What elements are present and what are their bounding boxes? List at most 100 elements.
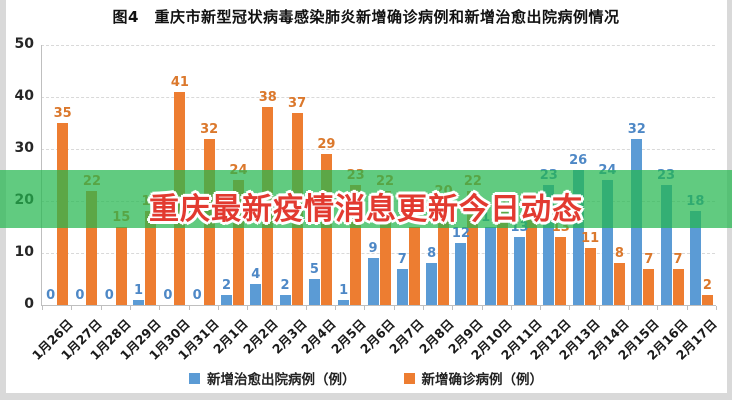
x-axis-line (41, 305, 716, 306)
bar-value-label: 2 (280, 278, 290, 293)
bar-confirmed (350, 185, 362, 305)
gridline (41, 253, 715, 254)
bar-confirmed (86, 191, 98, 305)
bar-value-label: 9 (368, 241, 378, 256)
bar-confirmed (438, 201, 450, 305)
x-axis-tick (481, 306, 483, 310)
legend-item-cured: 新增治愈出院病例（例） (189, 368, 356, 388)
bar-value-label: 4 (251, 267, 261, 282)
x-axis-tick (42, 306, 43, 310)
bar-value-label: 7 (644, 252, 654, 267)
bar-value-label: 37 (288, 96, 307, 111)
bar-value-label: 8 (614, 246, 624, 261)
gridline (41, 149, 715, 150)
frame-edge-bottom (0, 393, 732, 400)
bar-value-label: 0 (104, 288, 114, 303)
x-axis-tick (569, 306, 571, 310)
legend-label-confirmed: 新增确诊病例（例） (421, 372, 544, 388)
bar-cured (220, 295, 232, 305)
x-axis-tick (71, 306, 73, 310)
legend-swatch-cured-icon (189, 372, 200, 384)
bar-confirmed (467, 191, 479, 305)
bar-confirmed (701, 295, 713, 305)
bar-confirmed (613, 263, 625, 305)
bar-cured (543, 185, 555, 305)
bar-value-label: 32 (627, 122, 646, 137)
bar-cured (279, 295, 291, 305)
bar-value-label: 38 (258, 90, 277, 105)
bar-confirmed (584, 248, 596, 305)
x-axis-tick (217, 306, 219, 310)
bar-cured (601, 180, 613, 305)
legend-swatch-confirmed-icon (403, 372, 415, 384)
bar-value-label: 1 (134, 283, 144, 298)
x-axis-tick (129, 306, 131, 310)
x-axis-tick (657, 306, 659, 310)
bar-cured (689, 211, 701, 305)
x-axis-tick (159, 306, 161, 310)
bar-value-label: 0 (46, 288, 56, 303)
x-axis-tick (422, 306, 424, 310)
bar-confirmed (672, 269, 684, 305)
bar-cured (308, 279, 320, 305)
x-axis-tick (247, 306, 249, 310)
x-axis-tick (393, 306, 395, 310)
bar-value-label: 12 (451, 226, 470, 241)
y-axis-label: 10 (14, 244, 34, 260)
y-axis-label: 0 (24, 296, 34, 312)
x-axis-tick (628, 306, 630, 310)
bar-cured (514, 237, 526, 305)
bar-value-label: 8 (427, 246, 437, 261)
bar-confirmed (526, 211, 538, 305)
gridline (41, 97, 715, 98)
y-axis-label: 50 (14, 36, 34, 52)
watermark-band (0, 170, 732, 228)
bar-cured (660, 185, 672, 305)
bar-confirmed (115, 227, 127, 305)
bar-cured (396, 269, 408, 305)
legend: 新增治愈出院病例（例） 新增确诊病例（例） (0, 368, 732, 388)
bar-value-label: 0 (163, 288, 173, 303)
x-axis-tick (276, 306, 278, 310)
gridline (41, 45, 715, 46)
bar-cured (250, 284, 262, 305)
watermark-text: 重庆最新疫情消息更新今日动态 (149, 192, 583, 227)
bar-confirmed (320, 154, 332, 305)
bar-value-label: 2 (221, 278, 231, 293)
bar-value-label: 5 (309, 262, 319, 277)
bar-value-label: 41 (170, 75, 189, 90)
x-axis-tick (335, 306, 337, 310)
x-axis-tick (452, 306, 454, 310)
bar-confirmed (555, 237, 567, 305)
bar-cured (426, 263, 438, 305)
bar-value-label: 29 (317, 137, 336, 152)
legend-item-confirmed: 新增确诊病例（例） (403, 368, 544, 388)
x-axis-tick (716, 306, 717, 310)
bar-cured (338, 300, 350, 305)
bar-value-label: 35 (53, 106, 72, 121)
bar-confirmed (643, 269, 655, 305)
x-axis-tick (598, 306, 600, 310)
bar-confirmed (496, 211, 508, 305)
legend-label-cured: 新增治愈出院病例（例） (207, 372, 356, 388)
x-axis-tick (188, 306, 190, 310)
bar-confirmed (232, 180, 244, 305)
x-axis-tick (686, 306, 688, 310)
bar-value-label: 0 (192, 288, 202, 303)
bar-confirmed (408, 227, 420, 305)
bar-cured (133, 300, 145, 305)
x-axis-tick (305, 306, 307, 310)
bar-value-label: 2 (702, 278, 712, 293)
bar-value-label: 26 (569, 153, 588, 168)
x-axis-tick (100, 306, 102, 310)
bar-cured (484, 227, 496, 305)
bar-cured (572, 170, 584, 305)
bar-cured (455, 243, 467, 305)
y-axis-label: 30 (14, 140, 34, 156)
x-axis-tick (364, 306, 366, 310)
y-axis-label: 40 (14, 88, 34, 104)
bar-value-label: 11 (581, 231, 600, 246)
bar-value-label: 1 (339, 283, 349, 298)
bar-confirmed (145, 211, 157, 305)
